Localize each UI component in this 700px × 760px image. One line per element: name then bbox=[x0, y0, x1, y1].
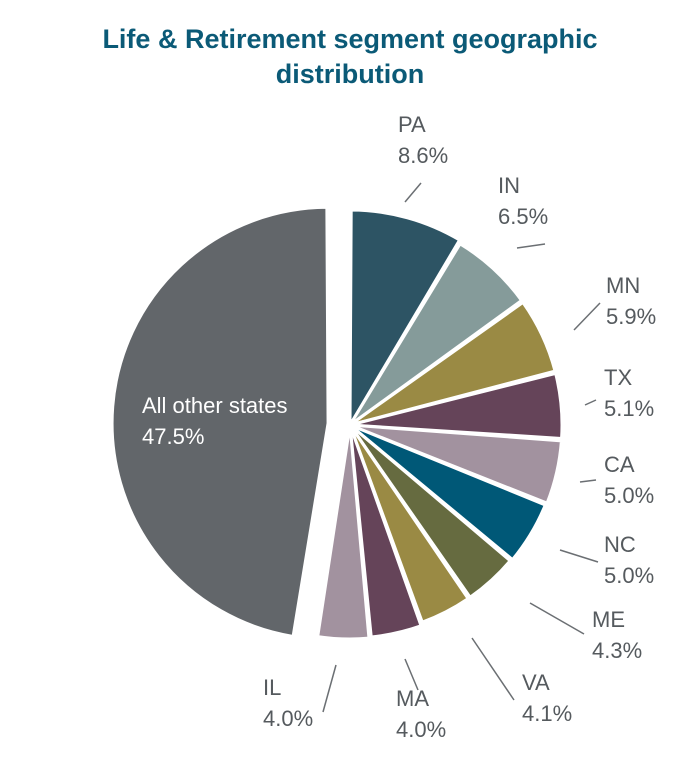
chart-title: Life & Retirement segment geographic dis… bbox=[0, 22, 700, 92]
chart-title-line-1: Life & Retirement segment geographic bbox=[102, 24, 598, 54]
pie-slice-tx bbox=[349, 371, 564, 441]
slice-value-pa: 8.6% bbox=[398, 143, 448, 168]
leader-line-mn bbox=[573, 302, 601, 331]
pie-slice-mn bbox=[349, 300, 557, 427]
leader-line-nc bbox=[559, 549, 599, 563]
slice-value-ca: 5.0% bbox=[604, 483, 654, 508]
pie-slice-pa bbox=[348, 208, 462, 431]
leader-line-va bbox=[471, 637, 515, 701]
slice-label-all-other-states: All other states bbox=[142, 393, 288, 418]
slice-label-tx: TX bbox=[604, 365, 632, 390]
slice-label-in: IN bbox=[498, 173, 520, 198]
leader-line-me bbox=[529, 602, 585, 635]
slice-label-ma: MA bbox=[396, 686, 429, 711]
pie-slice-in bbox=[348, 241, 524, 427]
leader-line-in bbox=[516, 243, 546, 249]
pie-slice-ma bbox=[348, 424, 423, 639]
pie-slice-va bbox=[348, 424, 471, 625]
slice-label-mn: MN bbox=[606, 273, 640, 298]
slice-value-me: 4.3% bbox=[592, 638, 642, 663]
slice-label-nc: NC bbox=[604, 532, 636, 557]
slice-label-va: VA bbox=[522, 670, 550, 695]
slice-label-il: IL bbox=[263, 675, 281, 700]
pie-slice-ca bbox=[349, 423, 564, 506]
slice-label-pa: PA bbox=[398, 112, 426, 137]
leader-line-ca bbox=[579, 479, 597, 483]
slice-value-in: 6.5% bbox=[498, 204, 548, 229]
slice-value-nc: 5.0% bbox=[604, 563, 654, 588]
slice-value-va: 4.1% bbox=[522, 701, 572, 726]
slice-value-all-other-states: 47.5% bbox=[142, 424, 204, 449]
pie-slice-me bbox=[348, 423, 513, 600]
slice-label-me: ME bbox=[592, 607, 625, 632]
leader-line-ma bbox=[404, 658, 419, 691]
leader-line-il bbox=[322, 664, 337, 713]
chart-title-line-2: distribution bbox=[275, 59, 425, 89]
slice-label-ca: CA bbox=[604, 452, 635, 477]
slice-value-tx: 5.1% bbox=[604, 396, 654, 421]
pie-slice-all-other-states bbox=[110, 205, 330, 639]
slice-value-mn: 5.9% bbox=[606, 304, 656, 329]
leader-line-tx bbox=[584, 399, 597, 406]
slice-value-il: 4.0% bbox=[263, 706, 313, 731]
slice-value-ma: 4.0% bbox=[396, 717, 446, 742]
pie-slice-nc bbox=[349, 423, 548, 562]
pie-slice-il bbox=[315, 424, 371, 641]
leader-line-pa bbox=[404, 182, 422, 203]
